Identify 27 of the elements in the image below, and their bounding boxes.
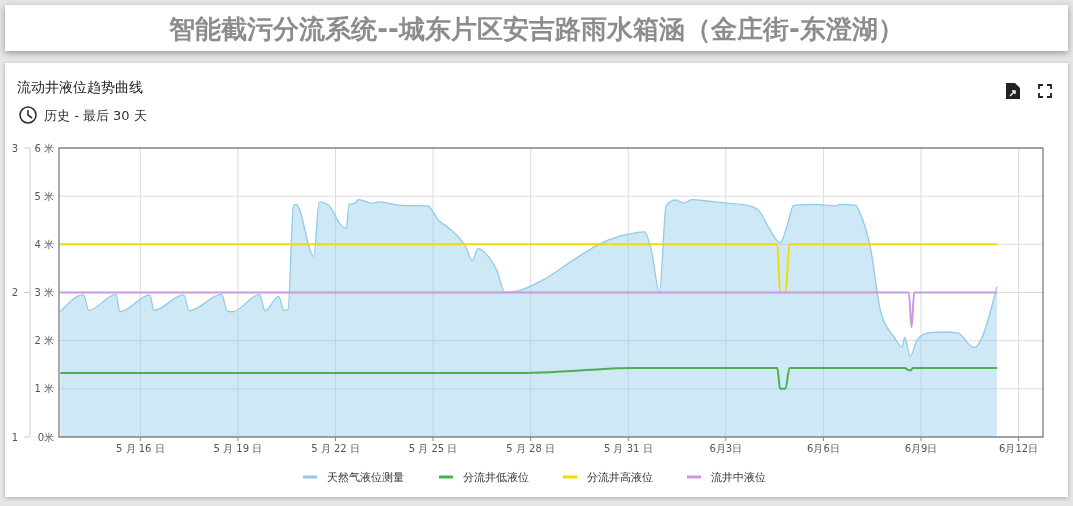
text: 历史 - 最后 30 天	[44, 108, 147, 123]
x-tick-label: 5 月 16 日	[116, 443, 165, 454]
y2-tick-label: 3	[11, 142, 18, 154]
x-tick-label: 5 月 22 日	[311, 443, 360, 454]
x-tick-label: 5 月 25 日	[408, 443, 458, 454]
x-tick-label: 6月9日	[904, 443, 938, 454]
legend-label: 流井中液位	[711, 470, 766, 484]
x-tick-label: 5 月 28 日	[506, 443, 555, 454]
legend-label: 分流井高液位	[587, 470, 653, 484]
chart-subtitle: 流动井液位趋势曲线	[17, 79, 143, 95]
x-tick-label: 5 月 31 日	[603, 443, 653, 454]
x-tick-label: 6月6日	[807, 443, 840, 454]
y-tick-label: 2 米	[34, 335, 54, 347]
y-tick-label: 0米	[37, 431, 54, 443]
y-tick-label: 4 米	[34, 238, 54, 250]
legend-label: 分流井低液位	[463, 470, 529, 484]
y-tick-label: 1 米	[34, 383, 54, 395]
y2-tick-label: 1	[11, 431, 18, 443]
x-tick-label: 6月3日	[709, 443, 743, 454]
y2-tick-label: 2	[11, 287, 18, 298]
y-tick-label: 5 米	[34, 190, 54, 202]
x-tick-label: 5 月 19 日	[213, 443, 263, 454]
chart-title: 智能截污分流系统--城东片区安吉路雨水箱涵（金庄街-东澄湖）	[168, 14, 904, 44]
y-tick-label: 6 米	[34, 142, 54, 154]
x-tick-label: 6月12日	[999, 443, 1039, 454]
legend-label: 天然气液位测量	[327, 470, 404, 484]
y-tick-label: 3 米	[34, 287, 54, 298]
